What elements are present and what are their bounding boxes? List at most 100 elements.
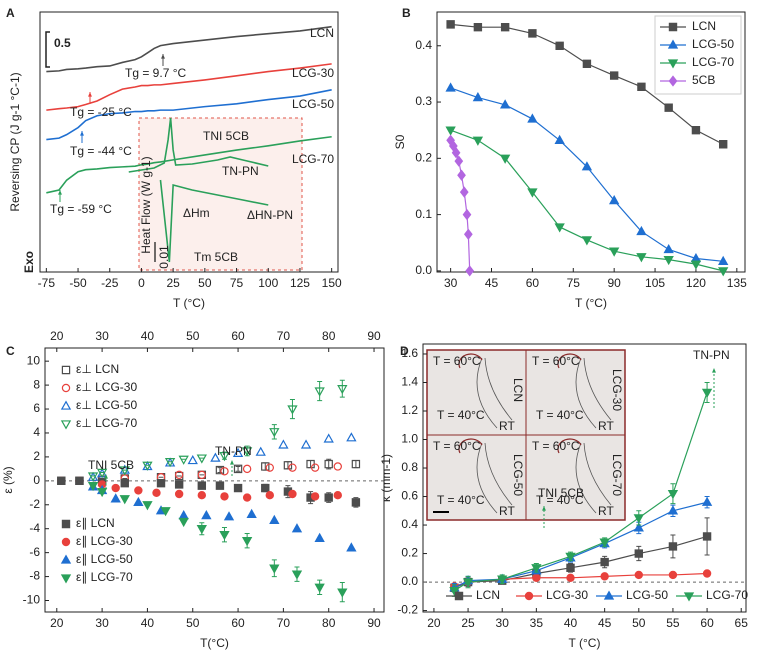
x-tick-label: -50 [69,276,87,290]
x-tick-label: 60 [700,616,714,630]
marker [201,509,212,520]
inset-text: T = 40°C [437,493,485,507]
marker [219,531,230,541]
y-tick-label: 0.1 [415,207,432,221]
arrow-head [88,92,92,97]
annotation: ΔHm [183,206,210,220]
y-tick-label: 0.2 [415,150,432,164]
y-tick-label: 0.4 [415,38,432,52]
marker [283,461,293,470]
marker [223,511,235,521]
panel-label: C [6,344,15,358]
y-axis-title: Reversing CP (J g-1 °C-1) [8,72,22,211]
inset-text: T = 60°C [433,354,481,368]
x-tick-label: 70 [277,616,291,630]
panel-label: A [6,6,15,20]
marker [346,542,357,552]
marker [463,228,473,240]
marker [261,462,270,471]
marker [265,463,274,472]
x-tick-label: 40 [564,616,578,630]
marker [472,136,484,146]
marker [178,455,189,465]
marker [96,468,108,479]
marker [702,569,712,578]
marker [120,479,129,488]
marker [667,59,679,69]
marker [96,487,108,498]
marker [446,20,455,29]
inset-text: T = 40°C [437,408,485,422]
arrow-head [104,474,108,479]
series-label: LCG-70 [292,152,334,166]
inset-text: T = 40°C [536,408,584,422]
annotation: TN-PN [215,444,252,458]
x-tick-label: 125 [290,276,310,290]
marker [454,591,464,601]
data-line [46,135,332,194]
x-tick-label: 25 [166,276,180,290]
inset-panel [525,434,626,521]
marker [61,365,71,375]
marker [691,125,701,135]
marker [554,134,565,144]
inset-text: T = 60°C [532,354,580,368]
marker [291,570,303,580]
x-tick-label: -25 [101,276,119,290]
inset-label: LCG-70 [610,454,624,496]
marker [718,267,729,277]
data-line [46,89,332,141]
marker [269,428,280,438]
marker [215,465,225,475]
marker [690,260,702,270]
x-tick-label: 150 [322,276,342,290]
marker [241,447,253,457]
marker [314,387,325,397]
marker [197,470,207,480]
x-tick-label: 30 [444,276,458,290]
legend-label: ε∥ LCN [76,516,115,530]
annotation: TN-PN [693,348,730,362]
marker [197,481,207,490]
marker [61,383,71,393]
marker [310,463,320,472]
marker [156,479,166,488]
marker [278,439,289,449]
x-tick-label: 50 [632,616,646,630]
marker [664,103,673,112]
legend-label: ε⊥ LCN [76,362,119,376]
y-axis-title: S0 [393,134,407,149]
marker [581,236,593,246]
marker [87,472,99,482]
y-tick-label: 0.6 [401,489,418,503]
marker [152,488,161,497]
legend-label: LCN [692,19,716,33]
marker [61,537,71,547]
x2-tick-label: 40 [141,329,155,343]
marker [454,155,464,167]
legend-label: ε⊥ LCG-50 [76,398,137,412]
x2-tick-label: 50 [186,329,200,343]
x2-tick-label: 20 [50,329,64,343]
y-tick-label: 0.0 [401,574,418,588]
legend-label: 5CB [692,73,715,87]
x-tick-label: 0 [138,276,145,290]
marker [449,586,460,597]
marker [351,498,361,507]
marker [196,525,207,535]
plot-frame [436,11,746,273]
marker [633,514,644,524]
x-tick-label: 55 [666,616,680,630]
marker [555,41,564,50]
fiber [476,442,513,514]
marker [174,489,184,499]
marker [233,464,243,474]
x-tick-label: 30 [95,616,109,630]
marker [119,495,130,505]
x-tick-label: 60 [231,616,245,630]
marker [174,470,184,480]
marker [60,574,72,584]
y-tick-label: 2 [33,449,40,463]
marker [718,255,729,265]
inset-label: LCN [511,378,525,402]
